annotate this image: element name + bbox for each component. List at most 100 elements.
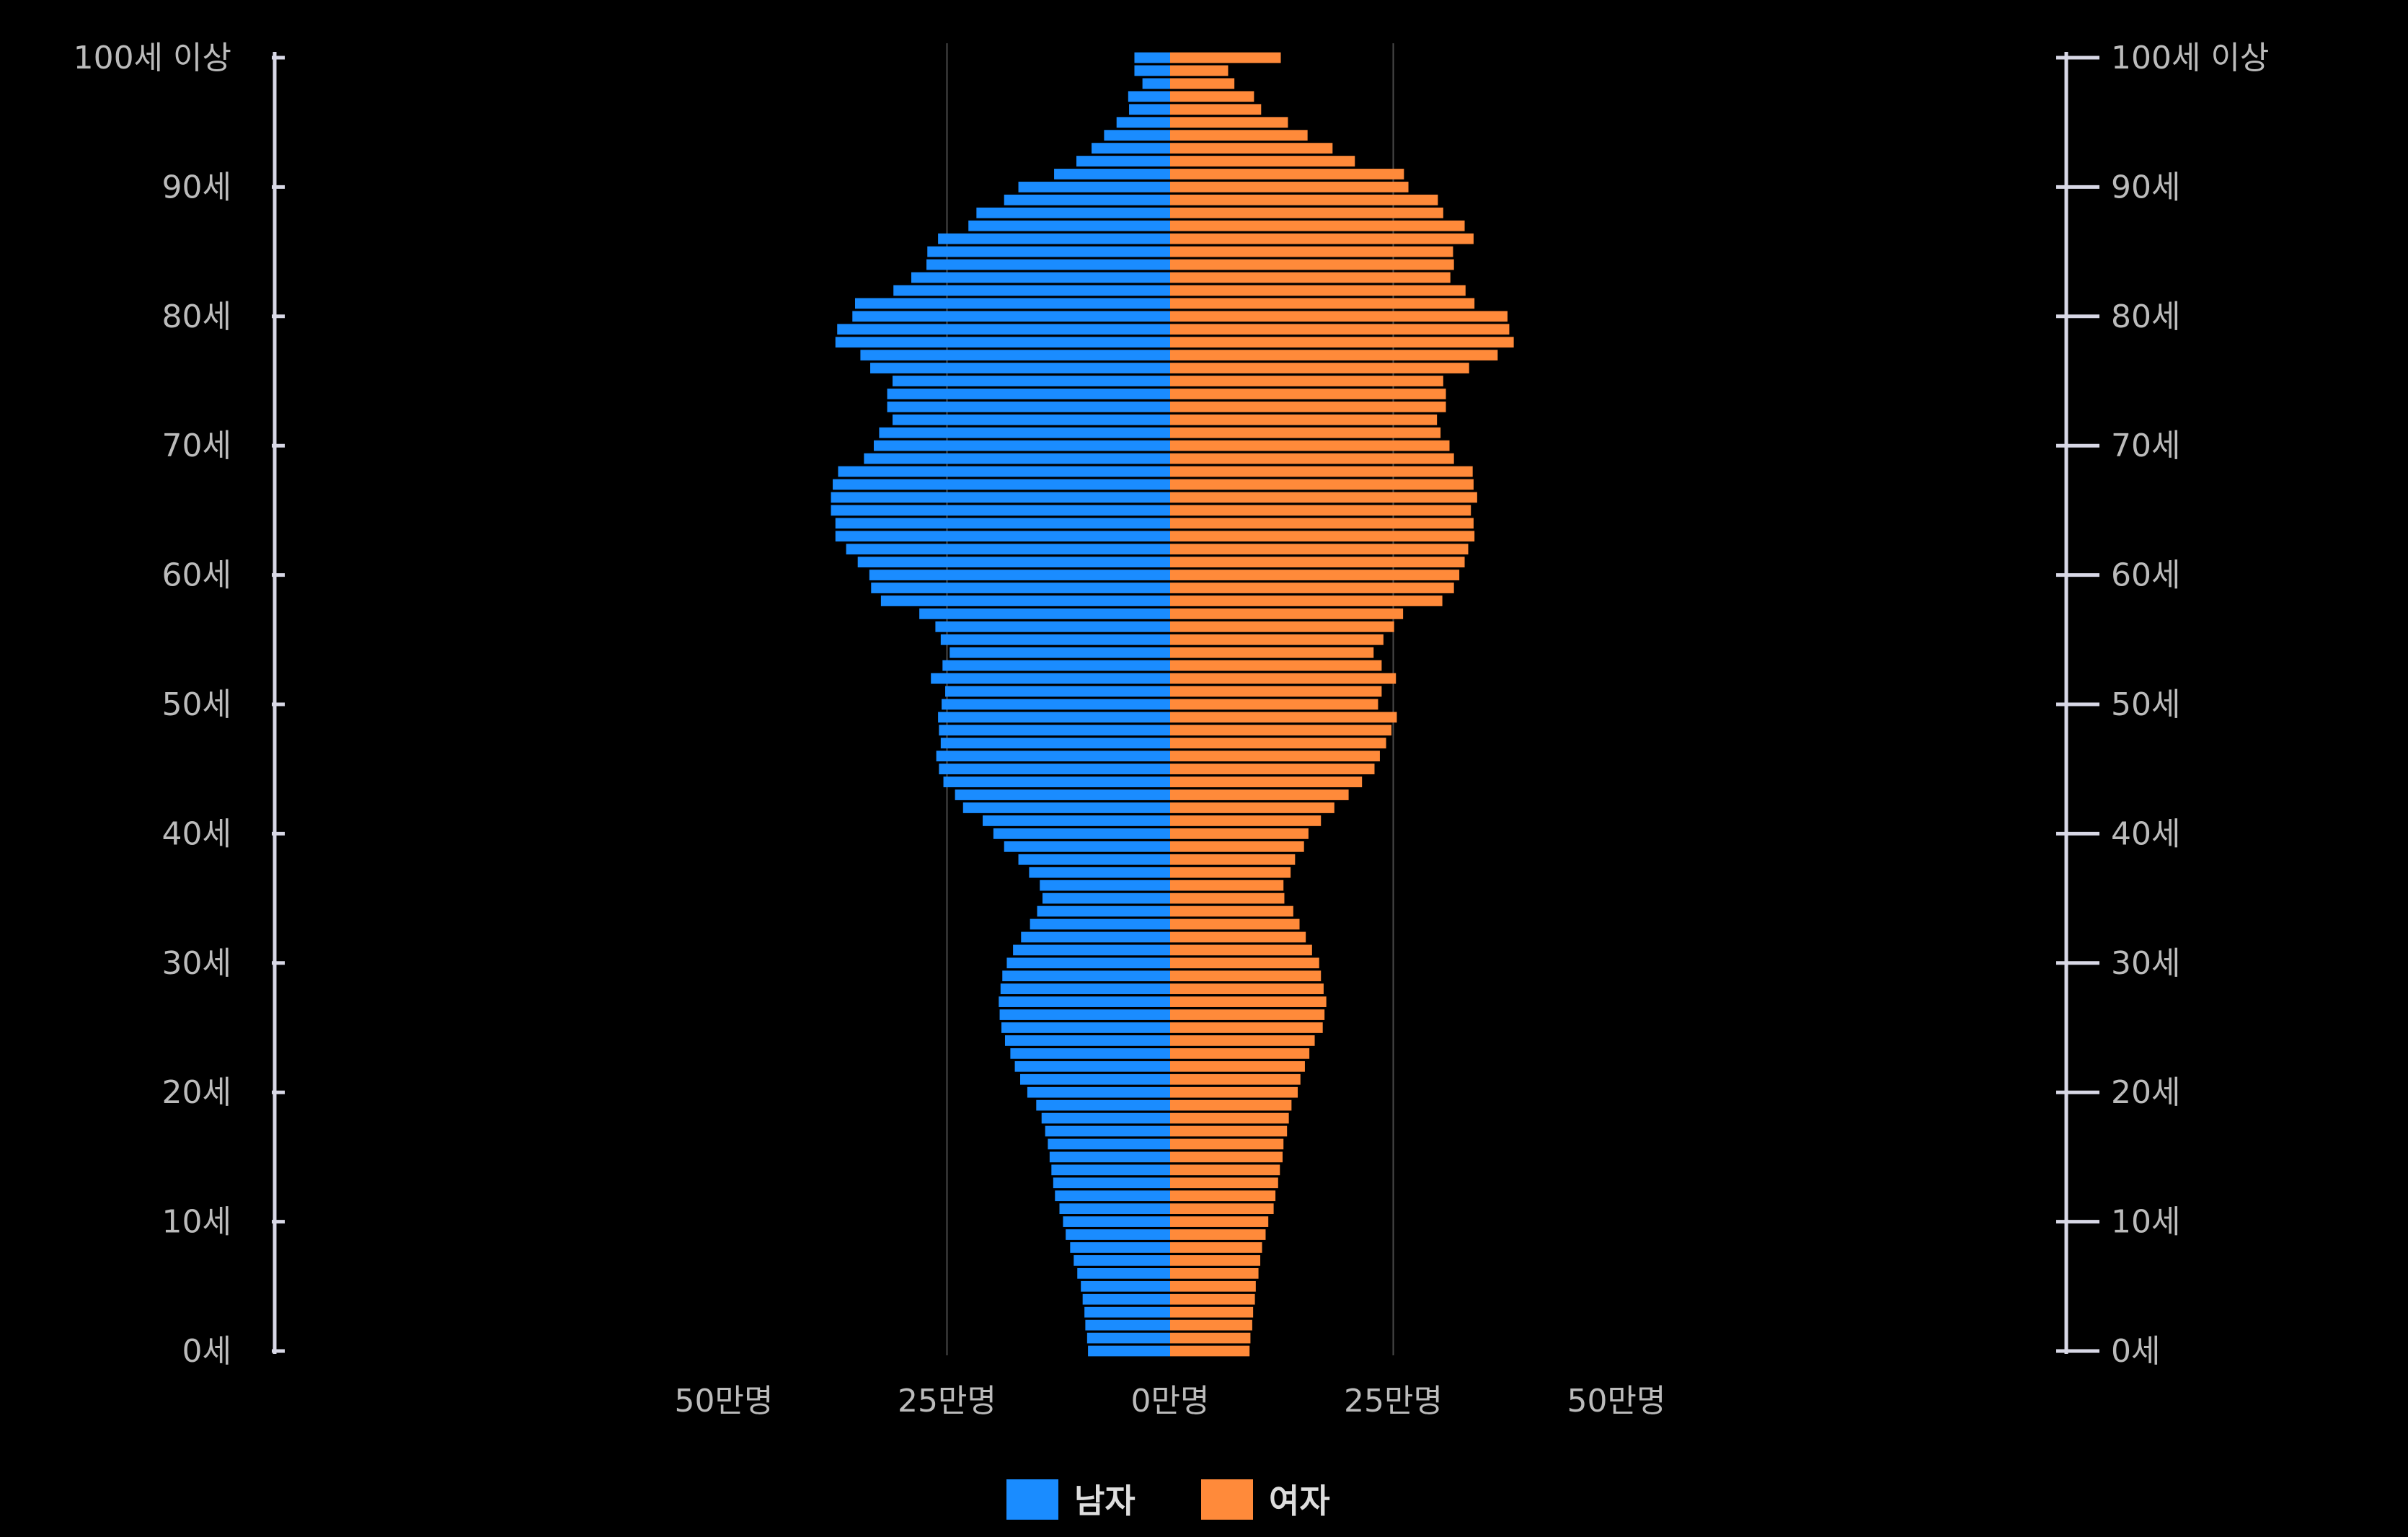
bar-female-age-70[interactable] [1170,440,1450,451]
bar-female-age-34[interactable] [1170,905,1293,917]
bar-female-age-1[interactable] [1170,1332,1251,1344]
legend-item-male[interactable]: 남자 [1006,1479,1136,1520]
bar-female-age-50[interactable] [1170,699,1378,710]
bar-female-age-27[interactable] [1170,996,1327,1007]
bar-male-age-64[interactable] [835,518,1170,529]
bar-female-age-25[interactable] [1170,1022,1323,1033]
bar-male-age-63[interactable] [835,531,1170,542]
bar-male-age-40[interactable] [993,828,1170,839]
bar-female-age-54[interactable] [1170,647,1374,658]
bar-male-age-34[interactable] [1037,905,1170,917]
bar-female-age-59[interactable] [1170,583,1454,593]
bar-female-age-56[interactable] [1170,621,1394,632]
bar-male-age-37[interactable] [1029,867,1170,878]
bar-male-age-2[interactable] [1085,1319,1170,1331]
bar-male-age-41[interactable] [983,815,1170,826]
bar-female-age-73[interactable] [1170,402,1446,412]
bar-male-age-75[interactable] [892,376,1170,386]
bar-female-age-66[interactable] [1170,492,1477,503]
bar-male-age-32[interactable] [1021,931,1170,943]
bar-female-age-26[interactable] [1170,1009,1325,1020]
bar-female-age-36[interactable] [1170,880,1284,891]
bar-male-age-81[interactable] [854,298,1170,309]
bar-male-age-57[interactable] [919,608,1170,619]
bar-female-age-40[interactable] [1170,828,1309,839]
bar-female-age-9[interactable] [1170,1229,1266,1240]
bar-female-age-84[interactable] [1170,259,1454,270]
bar-male-age-68[interactable] [838,466,1170,477]
bar-female-age-64[interactable] [1170,518,1474,529]
bar-female-age-80[interactable] [1170,311,1508,322]
bar-male-age-90[interactable] [1018,182,1170,192]
bar-female-age-92[interactable] [1170,156,1355,167]
bar-male-age-83[interactable] [911,272,1170,283]
bar-female-age-17[interactable] [1170,1125,1288,1137]
bar-female-age-76[interactable] [1170,363,1469,373]
bar-male-age-48[interactable] [939,725,1170,736]
bar-male-age-89[interactable] [1004,194,1170,205]
bar-female-age-85[interactable] [1170,246,1453,257]
bar-male-age-50[interactable] [942,699,1170,710]
bar-female-age-37[interactable] [1170,867,1291,878]
bar-female-age-79[interactable] [1170,324,1510,335]
bar-male-age-3[interactable] [1084,1306,1170,1318]
bar-male-age-67[interactable] [833,479,1170,490]
bar-female-age-13[interactable] [1170,1177,1278,1189]
bar-male-age-26[interactable] [999,1009,1170,1020]
bar-female-age-2[interactable] [1170,1319,1252,1331]
bar-male-age-4[interactable] [1082,1293,1170,1305]
legend-item-female[interactable]: 여자 [1201,1479,1330,1520]
bar-female-age-87[interactable] [1170,220,1465,231]
bar-male-age-79[interactable] [837,324,1170,335]
bar-female-age-69[interactable] [1170,453,1454,464]
bar-female-age-83[interactable] [1170,272,1451,283]
bar-male-age-84[interactable] [926,259,1170,270]
bar-male-age-72[interactable] [892,414,1170,425]
bar-female-age-77[interactable] [1170,350,1498,360]
bar-female-age-28[interactable] [1170,983,1324,995]
bar-female-age-81[interactable] [1170,298,1475,309]
bar-female-age-88[interactable] [1170,207,1443,218]
bar-female-age-43[interactable] [1170,789,1349,800]
bar-male-age-42[interactable] [962,802,1170,813]
bar-female-age-33[interactable] [1170,918,1300,930]
bar-female-age-3[interactable] [1170,1306,1254,1318]
bar-female-age-39[interactable] [1170,841,1304,852]
bar-male-age-31[interactable] [1013,944,1170,956]
bar-male-age-86[interactable] [938,233,1170,244]
bar-male-age-13[interactable] [1053,1177,1170,1189]
bar-male-age-45[interactable] [939,763,1170,775]
bar-male-age-1[interactable] [1086,1332,1170,1344]
bar-female-age-93[interactable] [1170,143,1333,154]
bar-male-age-46[interactable] [936,750,1170,762]
bar-male-age-10[interactable] [1063,1216,1170,1227]
bar-male-age-6[interactable] [1077,1268,1170,1279]
bar-male-age-77[interactable] [860,350,1170,360]
bar-female-age-61[interactable] [1170,557,1465,568]
bar-male-age-54[interactable] [950,647,1170,658]
bar-male-age-39[interactable] [1004,841,1170,852]
bar-male-age-49[interactable] [938,712,1170,723]
bar-male-age-25[interactable] [1001,1022,1170,1033]
bar-female-age-22[interactable] [1170,1060,1305,1072]
bar-female-age-49[interactable] [1170,712,1397,723]
bar-male-age-60[interactable] [869,570,1170,580]
bar-female-age-86[interactable] [1170,233,1474,244]
bar-female-age-48[interactable] [1170,725,1392,736]
bar-male-age-15[interactable] [1049,1151,1170,1163]
bar-male-age-91[interactable] [1054,169,1170,180]
bar-female-age-89[interactable] [1170,194,1438,205]
bar-male-age-29[interactable] [1002,970,1170,982]
bar-female-age-51[interactable] [1170,686,1382,697]
bar-male-age-7[interactable] [1074,1255,1170,1266]
bar-female-age-41[interactable] [1170,815,1322,826]
bar-female-age-8[interactable] [1170,1242,1262,1253]
bar-female-age-65[interactable] [1170,505,1471,516]
bar-male-age-9[interactable] [1066,1229,1170,1240]
bar-female-age-20[interactable] [1170,1086,1298,1098]
bar-male-age-38[interactable] [1018,854,1170,865]
bar-female-age-60[interactable] [1170,570,1460,580]
bar-male-age-22[interactable] [1014,1060,1170,1072]
bar-female-age-19[interactable] [1170,1099,1292,1111]
bar-female-age-15[interactable] [1170,1151,1283,1163]
